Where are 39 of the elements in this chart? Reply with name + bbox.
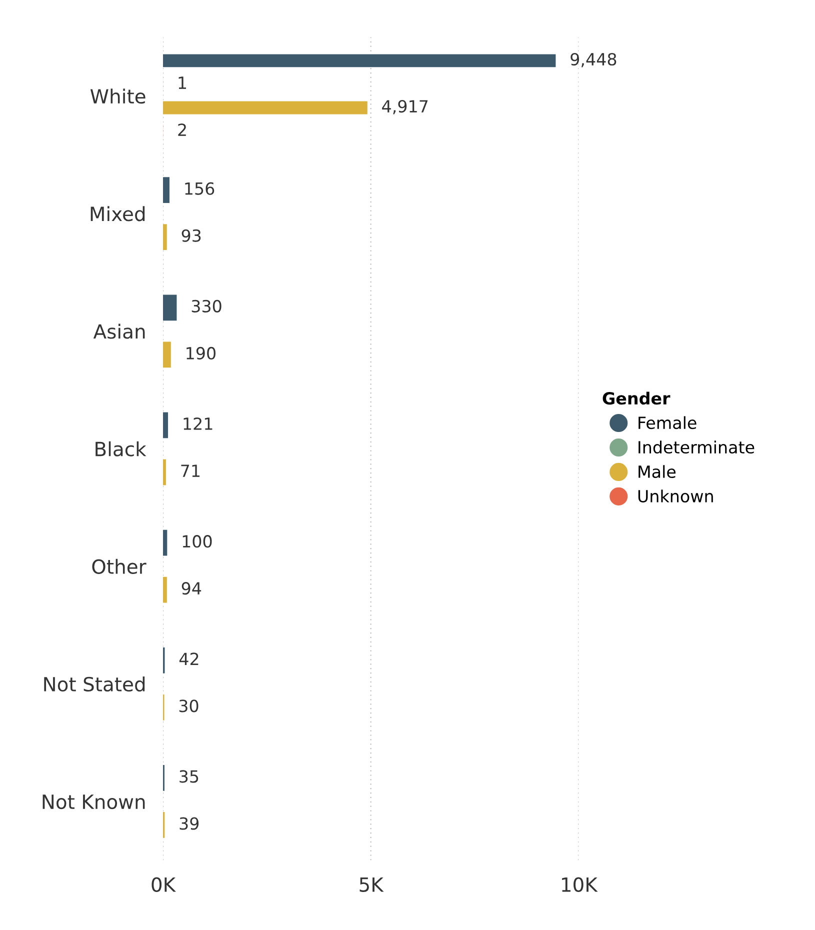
data-label: 94 (182, 582, 202, 595)
data-label: 71 (181, 464, 200, 477)
x-tick-label: 5K (360, 878, 384, 892)
data-label: 35 (180, 770, 198, 783)
data-label: 39 (180, 817, 199, 830)
data-label: 9,448 (570, 52, 616, 68)
y-tick-label: Not Known (42, 794, 145, 810)
x-tick-label: 0K (152, 877, 176, 892)
data-label: 100 (182, 535, 212, 548)
legend-label: Indeterminate (638, 440, 754, 454)
x-tick-label: 10K (562, 877, 598, 892)
data-label: 330 (192, 300, 222, 312)
bar (163, 342, 171, 368)
data-label: 42 (179, 652, 198, 665)
data-label: 190 (186, 346, 216, 360)
bar (163, 294, 177, 321)
data-label: 121 (184, 417, 212, 430)
legend-label: Unknown (638, 490, 713, 502)
legend-label: Female (638, 416, 696, 430)
y-tick-label: Not Stated (44, 676, 145, 692)
data-label: 156 (185, 182, 214, 195)
y-tick-label: Other (92, 558, 146, 574)
y-tick-label: Mixed (90, 206, 145, 222)
legend-label: Male (638, 465, 676, 478)
y-tick-label: Black (96, 441, 146, 456)
data-label: 4,917 (382, 100, 428, 114)
data-label: 93 (182, 229, 201, 242)
y-tick-label: Asian (93, 324, 145, 339)
bar (163, 412, 168, 438)
data-label: 1 (178, 76, 186, 89)
data-label: 30 (179, 700, 198, 712)
data-label: 2 (178, 123, 186, 136)
y-tick-label: White (90, 88, 146, 104)
bar (163, 177, 170, 203)
bar (163, 530, 168, 556)
bar (163, 459, 166, 486)
bar (163, 224, 167, 250)
bar (163, 576, 167, 603)
legend-title: Gender (602, 392, 670, 405)
